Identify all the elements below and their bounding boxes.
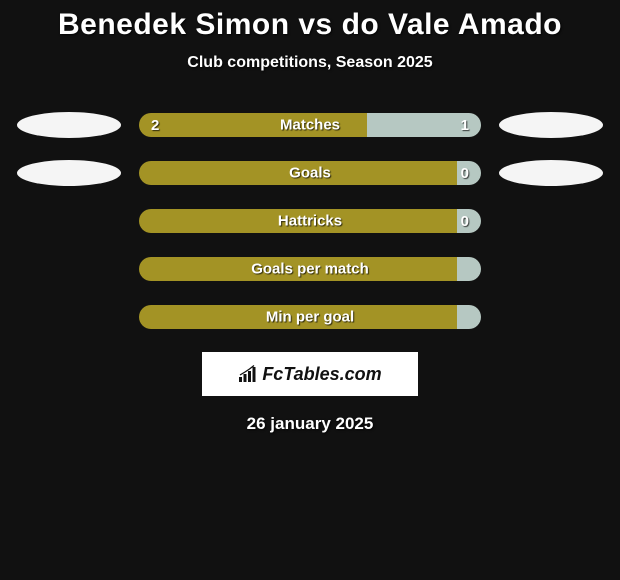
stat-right-value: 1: [367, 113, 481, 137]
stat-right-value: 0: [457, 161, 481, 185]
stat-bar: 0 Goals: [139, 161, 481, 185]
player-left-marker: [17, 160, 121, 186]
stat-row: 0 Goals: [0, 160, 620, 186]
stat-label: Matches: [280, 117, 340, 134]
logo: FcTables.com: [238, 364, 381, 385]
stat-label: Hattricks: [278, 213, 342, 230]
player-right-marker: [499, 160, 603, 186]
stat-right-value: [457, 257, 481, 281]
stat-row: Min per goal: [0, 304, 620, 330]
date: 26 january 2025: [0, 414, 620, 434]
stat-label: Goals per match: [251, 261, 369, 278]
stat-right-value: 0: [457, 209, 481, 233]
page-title: Benedek Simon vs do Vale Amado: [0, 8, 620, 42]
player-right-marker: [499, 112, 603, 138]
stat-bar: Goals per match: [139, 257, 481, 281]
stat-right-value: [457, 305, 481, 329]
stat-bar: Min per goal: [139, 305, 481, 329]
stat-bar: 21Matches: [139, 113, 481, 137]
comparison-infographic: Benedek Simon vs do Vale Amado Club comp…: [0, 0, 620, 434]
logo-box: FcTables.com: [202, 352, 418, 396]
chart-icon: [238, 365, 258, 383]
stat-row: 0 Hattricks: [0, 208, 620, 234]
stat-label: Min per goal: [266, 309, 354, 326]
stat-bar: 0 Hattricks: [139, 209, 481, 233]
stat-row: Goals per match: [0, 256, 620, 282]
stat-row: 21Matches: [0, 112, 620, 138]
player-left-marker: [17, 112, 121, 138]
stats-area: 21Matches0Goals0HattricksGoals per match…: [0, 112, 620, 330]
subtitle: Club competitions, Season 2025: [0, 54, 620, 72]
stat-label: Goals: [289, 165, 331, 182]
logo-text: FcTables.com: [262, 364, 381, 385]
